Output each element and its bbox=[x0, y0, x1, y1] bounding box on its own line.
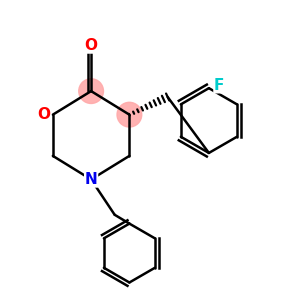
Text: O: O bbox=[85, 38, 98, 53]
Text: F: F bbox=[214, 78, 224, 93]
Text: O: O bbox=[38, 107, 50, 122]
Text: N: N bbox=[85, 172, 98, 187]
Circle shape bbox=[79, 79, 104, 104]
Circle shape bbox=[117, 102, 142, 127]
